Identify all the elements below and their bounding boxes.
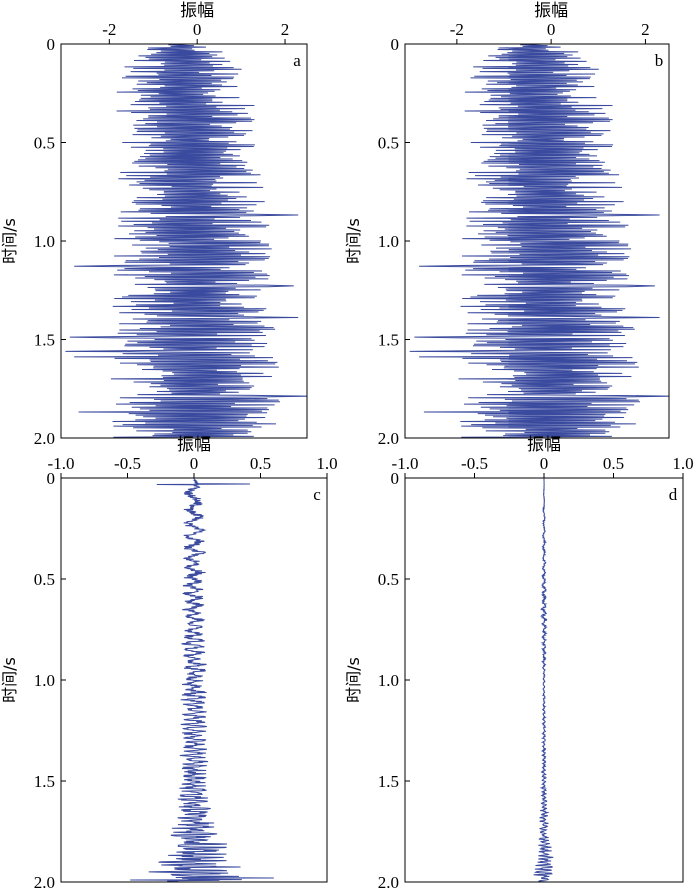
y-tick-label: 0.5 bbox=[34, 134, 55, 153]
panel-label: a bbox=[293, 51, 301, 70]
y-tick-label: 0.5 bbox=[378, 134, 399, 153]
y-axis-label: 时间/s bbox=[0, 657, 19, 703]
x-tick-label: 0 bbox=[540, 454, 549, 473]
x-tick-label: -1.0 bbox=[392, 454, 419, 473]
y-tick-label: 1.0 bbox=[378, 232, 399, 251]
trace-line bbox=[65, 44, 307, 438]
y-axis-label: 时间/s bbox=[0, 218, 19, 264]
x-tick-label: 2 bbox=[281, 20, 290, 39]
x-axis-label: 振幅 bbox=[180, 1, 214, 21]
x-axis-label: 振幅 bbox=[534, 1, 568, 21]
y-tick-label: 1.5 bbox=[34, 331, 55, 350]
y-tick-label: 0 bbox=[391, 35, 400, 54]
y-tick-label: 0 bbox=[47, 469, 56, 488]
trace-line bbox=[409, 44, 669, 438]
y-tick-label: 0.5 bbox=[34, 570, 55, 589]
x-tick-label: -0.5 bbox=[114, 454, 141, 473]
y-tick-label: 2.0 bbox=[34, 873, 55, 891]
x-axis-label: 振幅 bbox=[527, 435, 561, 455]
x-tick-label: 0.5 bbox=[603, 454, 624, 473]
x-tick-label: -2 bbox=[102, 20, 116, 39]
y-tick-label: 0 bbox=[47, 35, 56, 54]
y-tick-label: 0.5 bbox=[378, 570, 399, 589]
y-tick-label: 0 bbox=[391, 469, 400, 488]
y-tick-label: 2.0 bbox=[378, 429, 399, 448]
y-axis-label: 时间/s bbox=[344, 218, 363, 264]
x-tick-label: 1.0 bbox=[672, 454, 693, 473]
x-tick-label: 0 bbox=[547, 20, 556, 39]
y-tick-label: 1.0 bbox=[34, 671, 55, 690]
panel-label: d bbox=[669, 485, 678, 504]
y-axis-label: 时间/s bbox=[344, 657, 363, 703]
y-tick-label: 1.0 bbox=[378, 671, 399, 690]
panel-label: b bbox=[655, 51, 664, 70]
x-axis-label: 振幅 bbox=[177, 435, 211, 455]
x-tick-label: 1.0 bbox=[316, 454, 337, 473]
x-tick-label: -1.0 bbox=[48, 454, 75, 473]
y-tick-label: 1.5 bbox=[378, 772, 399, 791]
x-tick-label: 2 bbox=[641, 20, 650, 39]
y-tick-label: 2.0 bbox=[34, 429, 55, 448]
panel-label: c bbox=[313, 485, 321, 504]
trace-line bbox=[533, 478, 554, 882]
x-tick-label: 0 bbox=[193, 20, 202, 39]
y-tick-label: 1.5 bbox=[34, 772, 55, 791]
y-tick-label: 1.0 bbox=[34, 232, 55, 251]
x-tick-label: -2 bbox=[450, 20, 464, 39]
y-tick-label: 1.5 bbox=[378, 331, 399, 350]
x-tick-label: 0 bbox=[190, 454, 199, 473]
x-tick-label: 0.5 bbox=[250, 454, 271, 473]
y-tick-label: 2.0 bbox=[378, 873, 399, 891]
x-tick-label: -0.5 bbox=[461, 454, 488, 473]
trace-line bbox=[130, 478, 274, 882]
